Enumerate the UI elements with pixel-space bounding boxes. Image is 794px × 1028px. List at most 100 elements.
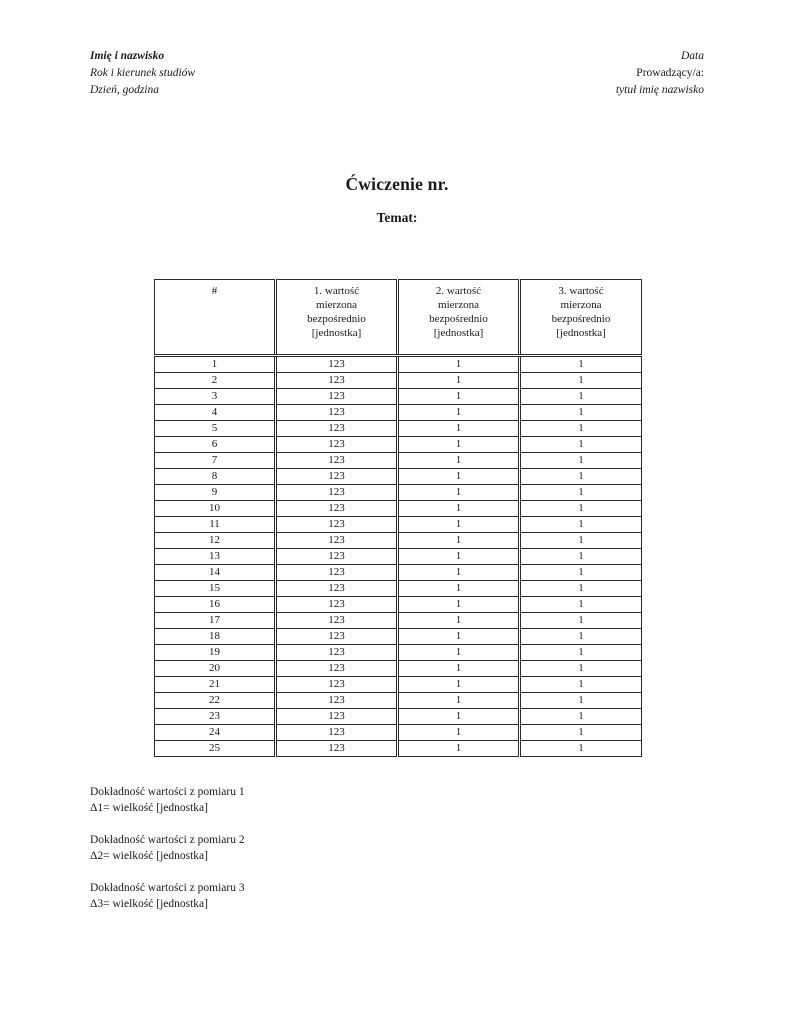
table-row: 1 123 1 1	[154, 355, 642, 373]
table-cell-value-2: 1	[396, 355, 520, 373]
table-cell-value-1: 123	[274, 452, 398, 469]
table-cell-value-2: 1	[396, 452, 520, 469]
table-cell-index: 12	[154, 532, 276, 549]
table-header-cell-0: #	[154, 279, 276, 357]
table-cell-value-3: 1	[518, 740, 642, 757]
table-cell-value-1: 123	[274, 484, 398, 501]
table-cell-index: 15	[154, 580, 276, 597]
table-row: 8 123 1 1	[154, 468, 642, 485]
table-cell-index: 21	[154, 676, 276, 693]
header-date: Data	[681, 50, 704, 62]
table-cell-value-2: 1	[396, 468, 520, 485]
table-header-row: #1. wartość mierzona bezpośrednio [jednostk…	[154, 279, 642, 357]
table-cell-value-1: 123	[274, 628, 398, 645]
table-cell-index: 16	[154, 596, 276, 613]
table-cell-value-1: 123	[274, 500, 398, 517]
table-body: 1 123 1 1 2 123 1 1 3 123 1 1 4 123 1 1 5 123 1 1 6 123 1 1 7 123…	[154, 355, 642, 757]
table-cell-value-3: 1	[518, 644, 642, 661]
header-day-hour: Dzień, godzina	[90, 84, 159, 96]
header-student-name: Imię i nazwisko	[90, 50, 165, 62]
table-cell-index: 9	[154, 484, 276, 501]
table-cell-value-3: 1	[518, 548, 642, 565]
table-cell-index: 11	[154, 516, 276, 533]
table-cell-value-2: 1	[396, 548, 520, 565]
table-cell-value-1: 123	[274, 516, 398, 533]
table-cell-value-2: 1	[396, 676, 520, 693]
table-header-cell-text: 2. wartość mierzona bezpośrednio [jednostka…	[429, 285, 488, 339]
table-cell-value-2: 1	[396, 724, 520, 741]
table-cell-value-1: 123	[274, 612, 398, 629]
table-header-cell-text: 3. wartość mierzona bezpośrednio [jednostka…	[551, 285, 611, 339]
accuracy-note-caption: Dokładność wartości z pomiaru 2	[90, 834, 245, 846]
table-cell-value-1: 123	[274, 404, 398, 421]
table-cell-value-3: 1	[518, 580, 642, 597]
table-cell-value-3: 1	[518, 708, 642, 725]
table-cell-value-1: 123	[274, 372, 398, 389]
table-row: 15 123 1 1	[154, 580, 642, 597]
table-row: 6 123 1 1	[154, 436, 642, 453]
accuracy-note-caption: Dokładność wartości z pomiaru 3	[90, 882, 245, 894]
table-header-cell-3: 3. wartość mierzona bezpośrednio [jednostka…	[518, 279, 642, 357]
document-header: Imię i nazwisko Rok i kierunek studiów D…	[90, 48, 704, 99]
header-supervisor-name: tytuł imię nazwisko	[615, 84, 704, 96]
table-cell-value-2: 1	[396, 516, 520, 533]
table-cell-value-1: 123	[274, 532, 398, 549]
table-row: 10 123 1 1	[154, 500, 642, 517]
table-row: 17 123 1 1	[154, 612, 642, 629]
table-cell-index: 7	[154, 452, 276, 469]
accuracy-note-2: Dokładność wartości z pomiaru 2 Δ2= wielk…	[90, 832, 650, 864]
table-cell-index: 8	[154, 468, 276, 485]
table-row: 14 123 1 1	[154, 564, 642, 581]
table-cell-value-1: 123	[274, 548, 398, 565]
table-row: 11 123 1 1	[154, 516, 642, 533]
measurements-table-wrapper: #1. wartość mierzona bezpośrednio [jednostk…	[154, 279, 642, 757]
table-cell-value-2: 1	[396, 612, 520, 629]
table-cell-index: 24	[154, 724, 276, 741]
table-cell-value-1: 123	[274, 355, 398, 373]
accuracy-note-1: Dokładność wartości z pomiaru 1 Δ1= wielk…	[90, 784, 650, 816]
table-cell-value-3: 1	[518, 532, 642, 549]
table-cell-index: 5	[154, 420, 276, 437]
table-cell-value-3: 1	[518, 484, 642, 501]
table-cell-index: 23	[154, 708, 276, 725]
table-cell-value-3: 1	[518, 724, 642, 741]
table-cell-index: 25	[154, 740, 276, 757]
table-cell-value-1: 123	[274, 388, 398, 405]
table-header-cell-2: 2. wartość mierzona bezpośrednio [jednostka…	[396, 279, 520, 357]
table-cell-value-3: 1	[518, 452, 642, 469]
table-cell-index: 2	[154, 372, 276, 389]
accuracy-note-formula: Δ3= wielkość [jednostka]	[90, 898, 208, 910]
table-row: 23 123 1 1	[154, 708, 642, 725]
table-cell-value-1: 123	[274, 644, 398, 661]
table-cell-index: 13	[154, 548, 276, 565]
table-cell-value-3: 1	[518, 372, 642, 389]
header-supervisor-block: Data Prowadzący/a: tytuł imię nazwisko	[616, 48, 704, 99]
table-cell-value-3: 1	[518, 564, 642, 581]
accuracy-note-3: Dokładność wartości z pomiaru 3 Δ3= wielk…	[90, 880, 650, 912]
table-cell-value-1: 123	[274, 724, 398, 741]
table-cell-value-2: 1	[396, 564, 520, 581]
header-supervisor-label: Prowadzący/a:	[636, 67, 704, 79]
header-study-program: Rok i kierunek studiów	[90, 67, 196, 79]
table-cell-value-1: 123	[274, 692, 398, 709]
table-row: 20 123 1 1	[154, 660, 642, 677]
table-cell-value-3: 1	[518, 660, 642, 677]
table-row: 13 123 1 1	[154, 548, 642, 565]
table-cell-value-1: 123	[274, 676, 398, 693]
table-cell-value-2: 1	[396, 580, 520, 597]
table-cell-value-1: 123	[274, 420, 398, 437]
table-row: 4 123 1 1	[154, 404, 642, 421]
table-cell-value-2: 1	[396, 420, 520, 437]
table-cell-index: 3	[154, 388, 276, 405]
table-cell-value-2: 1	[396, 500, 520, 517]
table-cell-index: 4	[154, 404, 276, 421]
table-cell-index: 6	[154, 436, 276, 453]
table-cell-value-3: 1	[518, 436, 642, 453]
table-cell-value-1: 123	[274, 468, 398, 485]
table-cell-index: 17	[154, 612, 276, 629]
table-row: 2 123 1 1	[154, 372, 642, 389]
table-cell-index: 14	[154, 564, 276, 581]
table-row: 24 123 1 1	[154, 724, 642, 741]
table-row: 22 123 1 1	[154, 692, 642, 709]
